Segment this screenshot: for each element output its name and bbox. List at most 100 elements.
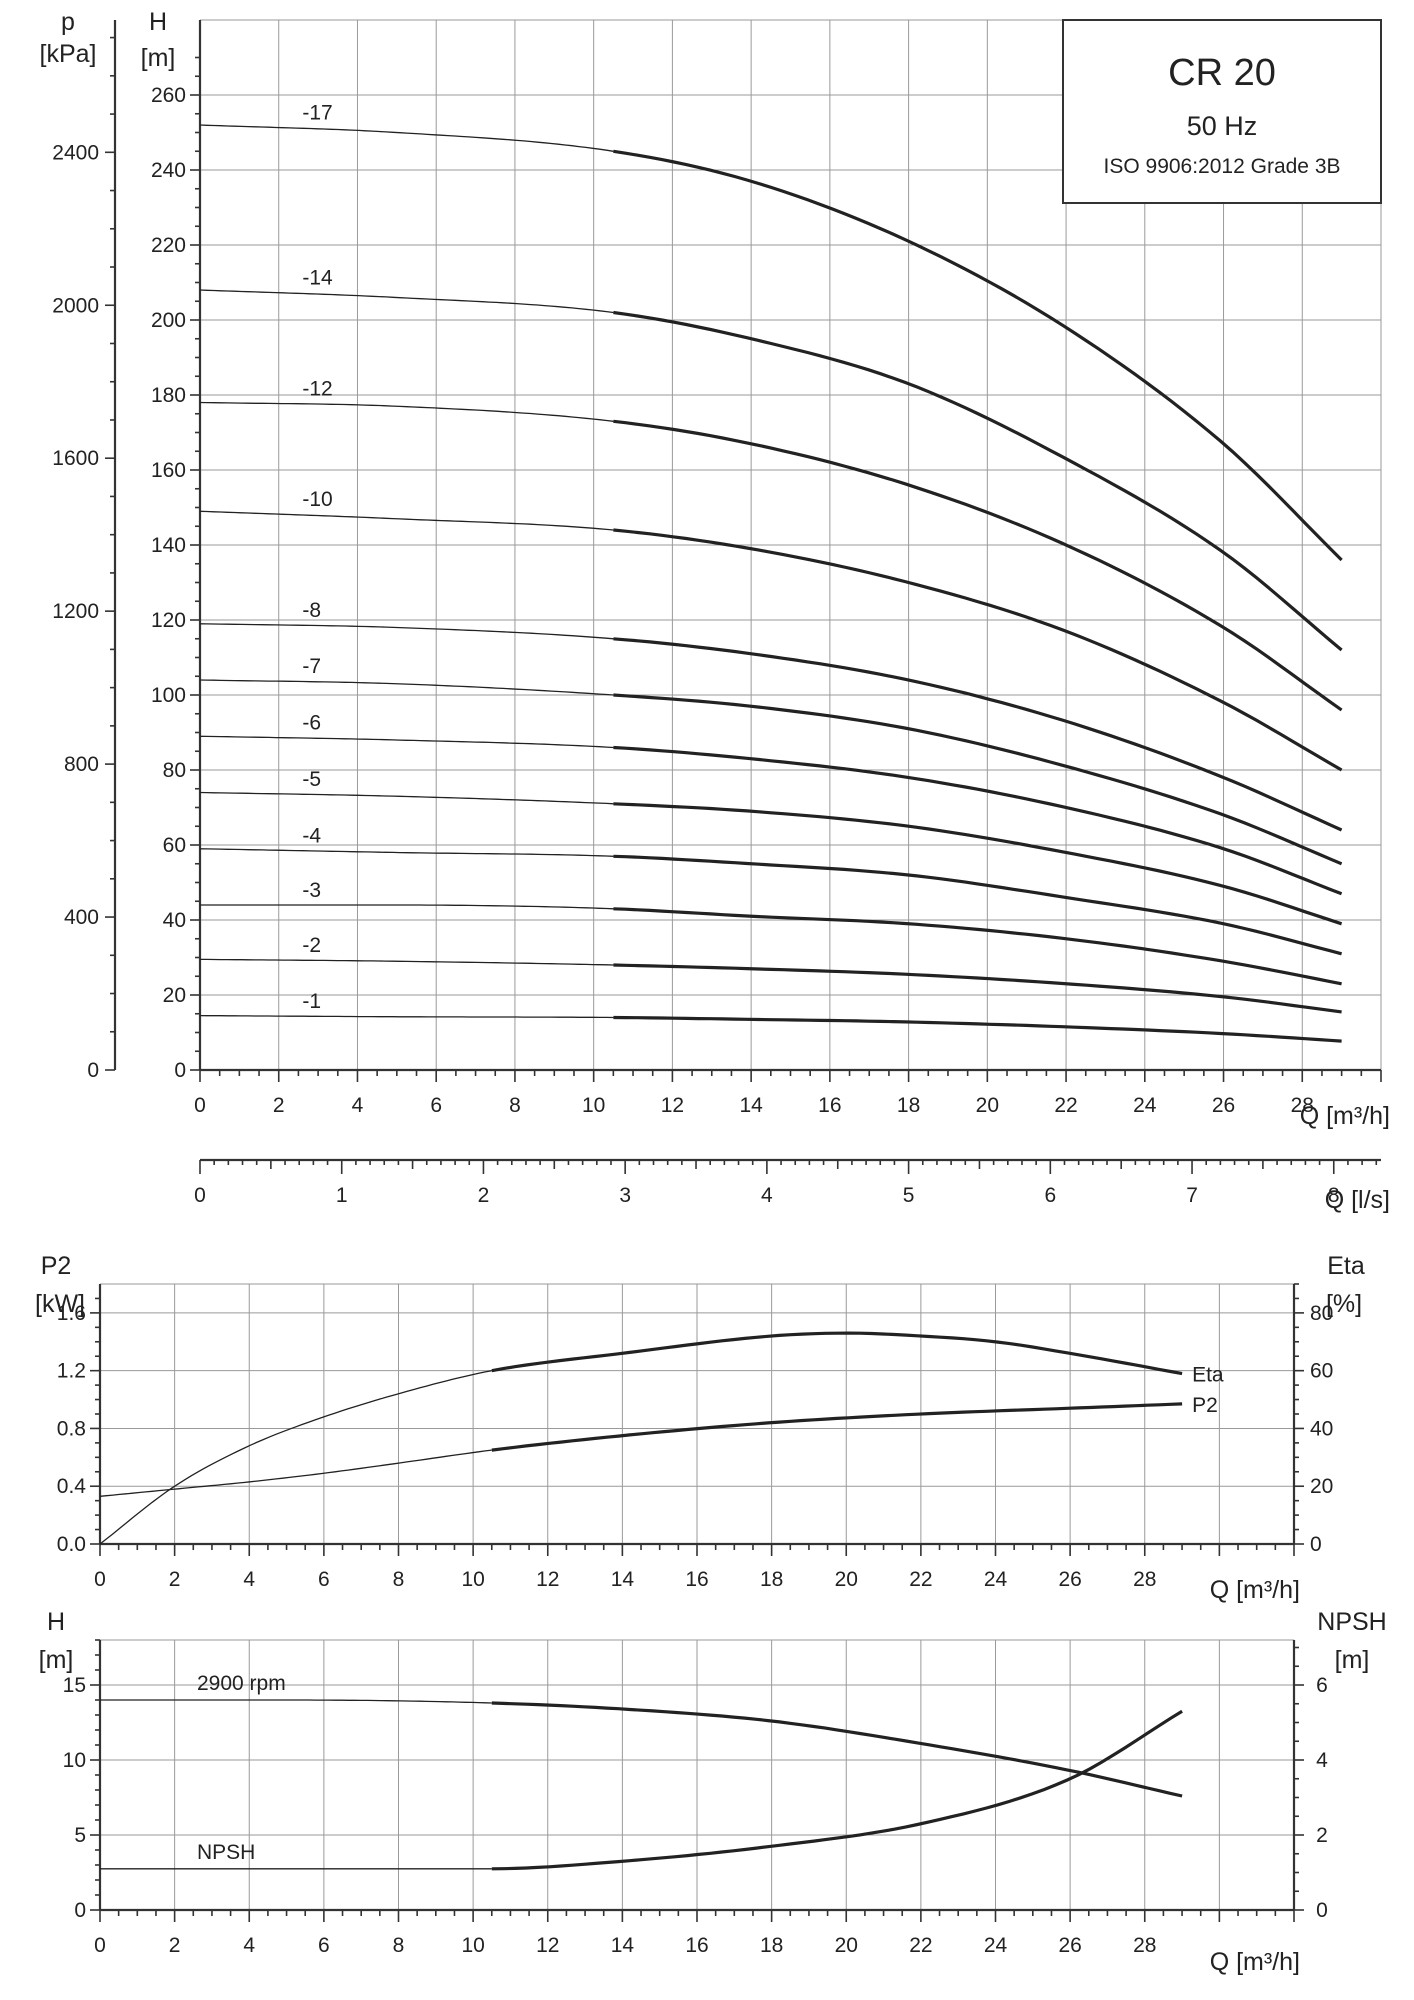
y-tick-label: 220 xyxy=(151,234,186,257)
stage-8-curve-thick xyxy=(613,637,1343,832)
p2-curve-label: P2 xyxy=(1192,1394,1218,1417)
stage-7-curve-thick xyxy=(613,693,1343,866)
x-tick-label: 8 xyxy=(393,1934,405,1957)
x-tick-label: 10 xyxy=(461,1568,484,1591)
chart-title: CR 20 xyxy=(1168,52,1276,94)
ls-tick-label: 5 xyxy=(903,1184,915,1207)
x-tick-label: 18 xyxy=(760,1568,783,1591)
stage-5-curve-thin xyxy=(199,791,614,805)
x-tick-label: 14 xyxy=(611,1934,635,1957)
x-tick-label: 22 xyxy=(909,1934,932,1957)
p-axis-unit: [kPa] xyxy=(40,40,97,68)
stage-6-curve-thin xyxy=(199,735,614,749)
x-tick-label: 16 xyxy=(685,1568,708,1591)
y-tick-label: 5 xyxy=(74,1824,86,1847)
p-tick-label: 0 xyxy=(87,1059,99,1082)
stage-6-curve-thick xyxy=(613,745,1343,896)
curve-label: -6 xyxy=(302,712,321,735)
p-tick-label: 800 xyxy=(64,753,99,776)
x-tick-label: 2 xyxy=(169,1934,181,1957)
h-axis-unit: [m] xyxy=(141,44,176,72)
chart-standard: ISO 9906:2012 Grade 3B xyxy=(1104,155,1341,178)
stage-14-curve-thin xyxy=(199,289,614,314)
y-tick-label: 160 xyxy=(151,459,186,482)
p-axis-label: p xyxy=(61,8,75,36)
p-tick-label: 2000 xyxy=(52,294,99,317)
x-tick-label: 0 xyxy=(94,1568,106,1591)
x-tick-label: 26 xyxy=(1212,1094,1235,1117)
y2-tick-label: 80 xyxy=(1310,1302,1333,1325)
p2-curve-thin xyxy=(99,1449,492,1497)
x-tick-label: 24 xyxy=(1133,1094,1157,1117)
curve-label: -14 xyxy=(302,267,333,290)
x-tick-label: 10 xyxy=(582,1094,605,1117)
x-tick-label: 26 xyxy=(1058,1568,1081,1591)
y-tick-label: 10 xyxy=(63,1749,86,1772)
x-tick-label: 10 xyxy=(461,1934,484,1957)
x-tick-label: 24 xyxy=(984,1568,1008,1591)
p-tick-label: 1600 xyxy=(52,447,99,470)
x-tick-label: 12 xyxy=(661,1094,684,1117)
stage-17-curve-thick xyxy=(613,149,1343,562)
curve-label: -7 xyxy=(302,655,321,678)
y2-tick-label: 60 xyxy=(1310,1360,1333,1383)
p-tick-label: 400 xyxy=(64,906,99,929)
y2-tick-label: 20 xyxy=(1310,1475,1333,1498)
x-tick-label: 12 xyxy=(536,1934,559,1957)
x-tick-label: 4 xyxy=(243,1934,255,1957)
x-tick-label: 8 xyxy=(393,1568,405,1591)
y-tick-label: 100 xyxy=(151,684,186,707)
ls-tick-label: 2 xyxy=(478,1184,490,1207)
eta-axis-label: Eta xyxy=(1327,1252,1365,1280)
x-tick-label: 6 xyxy=(318,1934,330,1957)
title-box xyxy=(1062,19,1382,204)
npsh-curve-label: NPSH xyxy=(197,1841,255,1864)
x-tick-label: 14 xyxy=(739,1094,763,1117)
y-tick-label: 80 xyxy=(163,759,186,782)
y2-tick-label: 0 xyxy=(1310,1533,1322,1556)
speed-curve-thick xyxy=(491,1701,1183,1798)
y-tick-label: 200 xyxy=(151,309,186,332)
y-tick-label: 60 xyxy=(163,834,186,857)
x-tick-label: 18 xyxy=(897,1094,920,1117)
curve-label: -17 xyxy=(302,102,332,125)
y-tick-label: 240 xyxy=(151,159,186,182)
npsh-curve-thick xyxy=(491,1709,1183,1871)
x-tick-label: 2 xyxy=(169,1568,181,1591)
curve-label: -2 xyxy=(302,934,321,957)
x-tick-label: 0 xyxy=(194,1094,206,1117)
h-axis-label: H xyxy=(149,8,167,36)
x-tick-label: 20 xyxy=(976,1094,999,1117)
curve-label: -12 xyxy=(302,378,332,401)
y-tick-label: 140 xyxy=(151,534,186,557)
y-tick-label: 1.6 xyxy=(57,1302,86,1325)
stage-4-curve-thick xyxy=(613,854,1343,956)
stage-3-curve-thick xyxy=(613,907,1342,986)
x-tick-label: 26 xyxy=(1058,1934,1081,1957)
ls-tick-label: 3 xyxy=(619,1184,631,1207)
ls-tick-label: 0 xyxy=(194,1184,206,1207)
stage-2-curve-thick xyxy=(613,963,1342,1014)
y2-tick-label: 0 xyxy=(1316,1899,1328,1922)
y-tick-label: 1.2 xyxy=(57,1360,86,1383)
x-tick-label: 22 xyxy=(909,1568,932,1591)
curve-label: -10 xyxy=(302,488,332,511)
npsh-axis-unit: [m] xyxy=(1335,1646,1370,1674)
y-tick-label: 0.4 xyxy=(57,1475,87,1498)
x-tick-label: 28 xyxy=(1133,1934,1156,1957)
x-tick-label: 4 xyxy=(352,1094,364,1117)
curve-label: -1 xyxy=(302,990,321,1013)
ls-tick-label: 7 xyxy=(1186,1184,1198,1207)
y-tick-label: 0.0 xyxy=(57,1533,86,1556)
y-tick-label: 120 xyxy=(151,609,186,632)
power-efficiency-chart: 0 2 4 6 8 10 12 14 16 18 20 22 24 26 280.00.40.81.21.6… xyxy=(35,1252,1365,1604)
x-tick-label: 22 xyxy=(1054,1094,1077,1117)
stage-2-curve-thin xyxy=(200,958,614,966)
y2-tick-label: 2 xyxy=(1316,1824,1328,1847)
x-tick-label: 28 xyxy=(1291,1094,1314,1117)
stage-7-curve-thin xyxy=(199,679,614,696)
eta-curve-thin xyxy=(99,1370,492,1545)
y-tick-label: 15 xyxy=(63,1674,86,1697)
speed-curve-label: 2900 rpm xyxy=(197,1672,286,1695)
